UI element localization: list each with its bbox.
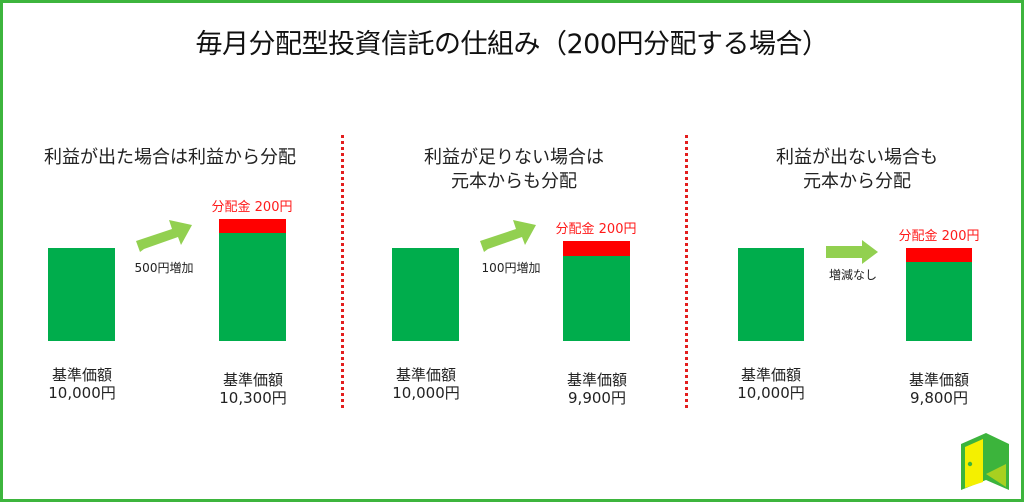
bar-before (48, 248, 115, 341)
bar-before (392, 248, 459, 341)
bar-after (219, 233, 286, 341)
arrow-up-icon (136, 220, 192, 252)
panel-divider (685, 135, 688, 408)
after-value-label: 基準価額 9,900円 (566, 371, 627, 407)
panel-heading: 利益が足りない場合は 元本からも分配 (424, 147, 604, 192)
distribution-label: 分配金 200円 (211, 200, 293, 215)
bar-after (906, 262, 972, 341)
after-value-label: 基準価額 10,300円 (219, 371, 287, 407)
distribution-segment (563, 241, 630, 256)
bar-before (738, 248, 804, 341)
distribution-segment (219, 219, 286, 233)
distribution-segment (906, 248, 972, 262)
distribution-label: 分配金 200円 (555, 222, 637, 237)
change-label: 増減なし (828, 268, 877, 282)
change-label: 100円増加 (481, 261, 541, 275)
after-value-label: 基準価額 9,800円 (908, 371, 969, 407)
before-value-label: 基準価額 10,000円 (737, 366, 805, 402)
page-title: 毎月分配型投資信託の仕組み（200円分配する場合） (195, 29, 829, 60)
bar-after (563, 256, 630, 341)
arrow-up-icon (480, 220, 536, 252)
before-value-label: 基準価額 10,000円 (48, 366, 116, 402)
panel-divider (341, 135, 344, 408)
distribution-label: 分配金 200円 (898, 229, 980, 244)
change-label: 500円増加 (134, 261, 194, 275)
panel-heading: 利益が出た場合は利益から分配 (44, 147, 296, 168)
door-icon (961, 433, 1009, 490)
before-value-label: 基準価額 10,000円 (392, 366, 460, 402)
panel-heading: 利益が出ない場合も 元本から分配 (776, 147, 938, 192)
arrow-right-icon (826, 240, 878, 264)
